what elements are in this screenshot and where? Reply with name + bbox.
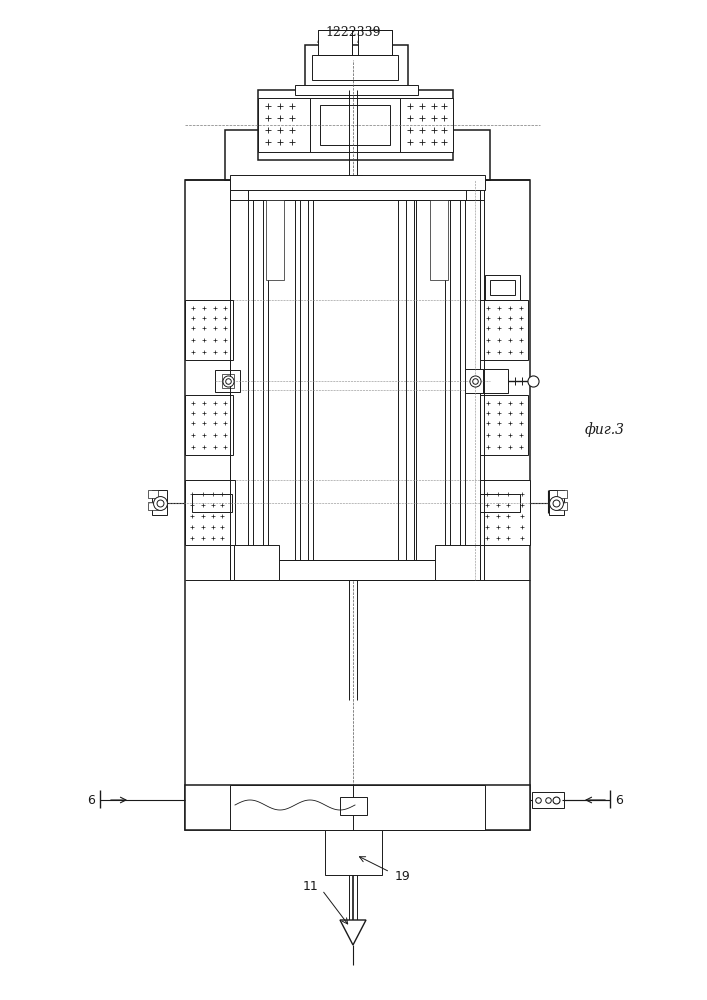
Bar — [148, 502, 158, 510]
Bar — [465, 369, 485, 393]
Bar — [258, 90, 453, 160]
Bar — [480, 480, 530, 545]
Bar — [549, 490, 564, 515]
Bar — [400, 98, 453, 152]
Bar — [295, 190, 313, 570]
Bar — [230, 180, 480, 580]
Bar — [320, 105, 390, 145]
Bar — [248, 190, 268, 570]
Bar — [310, 98, 400, 152]
Bar — [483, 369, 508, 393]
Bar — [318, 30, 352, 55]
Bar — [266, 200, 284, 280]
Bar — [185, 480, 235, 545]
Bar — [234, 545, 279, 580]
Bar — [485, 275, 520, 300]
Bar — [557, 502, 567, 510]
Bar — [185, 300, 233, 360]
Bar — [312, 55, 398, 80]
Bar — [450, 190, 460, 570]
Bar — [185, 395, 233, 455]
Text: 6: 6 — [87, 794, 95, 806]
Bar — [248, 180, 466, 200]
Text: 11: 11 — [303, 880, 318, 894]
Bar — [148, 490, 158, 498]
Bar — [490, 280, 515, 295]
Bar — [406, 190, 414, 570]
Bar — [185, 785, 530, 830]
Bar — [295, 85, 418, 95]
Text: 6: 6 — [615, 794, 623, 806]
Bar — [225, 130, 490, 180]
Bar — [480, 494, 520, 512]
Bar — [358, 30, 392, 55]
Bar — [346, 180, 360, 280]
Text: фиг.3: фиг.3 — [585, 423, 625, 437]
Bar — [430, 200, 448, 280]
Bar — [398, 190, 416, 570]
Bar — [340, 797, 367, 815]
Bar — [557, 490, 567, 498]
Bar — [445, 190, 465, 570]
Bar — [344, 265, 362, 280]
Bar — [325, 830, 382, 875]
Bar — [532, 792, 564, 808]
Bar — [480, 395, 528, 455]
Bar — [300, 190, 308, 570]
Text: 1222339: 1222339 — [325, 25, 381, 38]
Bar — [192, 494, 232, 512]
Bar — [152, 490, 167, 515]
Bar — [248, 560, 466, 580]
Bar — [258, 98, 310, 152]
Bar — [185, 180, 530, 830]
Text: 19: 19 — [395, 869, 411, 882]
Bar — [253, 190, 263, 570]
Bar — [230, 175, 485, 190]
Bar — [435, 545, 480, 580]
Bar — [222, 374, 234, 388]
Bar — [480, 300, 528, 360]
Bar — [230, 785, 485, 830]
Polygon shape — [340, 920, 366, 945]
Bar — [344, 175, 362, 190]
Bar — [305, 45, 408, 90]
Bar — [215, 370, 240, 392]
